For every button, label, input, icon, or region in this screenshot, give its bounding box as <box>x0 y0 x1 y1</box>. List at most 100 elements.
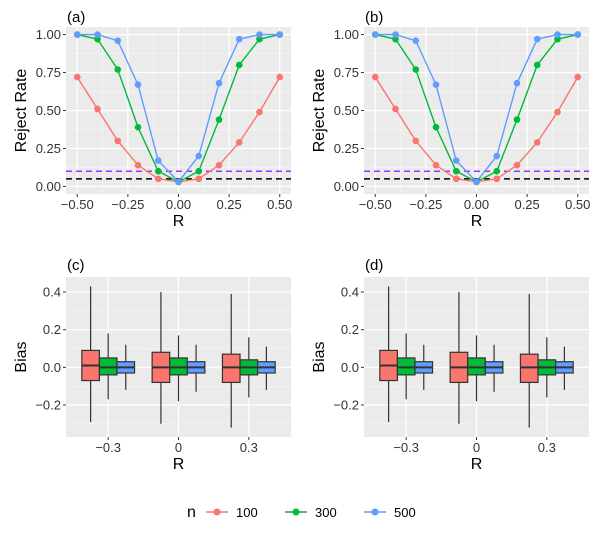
data-point-100 <box>215 161 223 169</box>
legend-label: 500 <box>394 505 416 520</box>
panel-tag: (a) <box>67 9 85 26</box>
y-tick-label: −0.2 <box>333 398 359 413</box>
y-tick-label: 0.25 <box>36 141 61 156</box>
x-tick-label: −0.3 <box>393 440 419 455</box>
data-point-500 <box>473 178 480 186</box>
data-point-500 <box>94 31 101 38</box>
data-point-300 <box>513 116 521 123</box>
data-point-100 <box>195 175 203 183</box>
data-point-100 <box>371 73 379 81</box>
y-tick-label: 0.75 <box>36 65 61 80</box>
y-axis-label: Reject Rate <box>13 69 30 153</box>
panel-a: (a) −0.50 −0.25 0.00 0.25 0.50 0.00 0.25 0.50 0.7… <box>13 9 292 230</box>
panel-b: (b) −0.50 −0.25 0.00 0.25 0.50 0.00 0.25 0.50 0.7… <box>311 9 590 230</box>
data-point-300 <box>114 66 122 73</box>
data-point-500 <box>371 31 379 38</box>
legend-key-point <box>213 508 221 516</box>
data-point-300 <box>452 167 460 175</box>
data-point-100 <box>574 73 582 81</box>
x-axis-label: R <box>173 456 185 473</box>
x-tick-label: 0 <box>473 440 480 455</box>
y-tick-label: −0.2 <box>35 398 61 413</box>
data-point-300 <box>134 123 142 131</box>
data-point-500 <box>154 157 162 164</box>
x-tick-label: 0.3 <box>240 440 258 455</box>
data-point-100 <box>412 137 420 145</box>
data-point-500 <box>392 31 399 38</box>
panel-tag: (b) <box>365 9 383 26</box>
y-tick-label: 0.50 <box>334 103 359 118</box>
data-point-500 <box>574 31 582 38</box>
y-tick-label: 0.75 <box>334 65 359 80</box>
legend-key-point <box>292 508 300 516</box>
legend: n 100 300 500 <box>187 504 416 521</box>
x-tick-label: −0.3 <box>95 440 121 455</box>
legend-label: 300 <box>315 505 337 520</box>
data-point-500 <box>73 31 81 38</box>
data-point-500 <box>432 81 440 88</box>
y-axis-label: Reject Rate <box>311 69 328 153</box>
data-point-100 <box>452 175 460 183</box>
y-tick-label: 0.25 <box>334 141 359 156</box>
legend-key-point <box>371 508 379 516</box>
data-point-500 <box>235 35 243 43</box>
data-point-300 <box>432 123 440 131</box>
data-point-500 <box>215 79 223 87</box>
data-point-100 <box>276 73 284 81</box>
data-point-100 <box>513 161 521 169</box>
y-tick-label: 0.4 <box>43 285 61 300</box>
x-axis-label: R <box>173 213 185 230</box>
y-axis-label: Bias <box>13 341 30 372</box>
data-point-500 <box>452 157 460 164</box>
data-point-100 <box>554 108 561 116</box>
data-point-300 <box>94 35 101 43</box>
y-tick-label: 0.50 <box>36 103 61 118</box>
data-point-100 <box>432 161 440 169</box>
y-tick-label: 0.00 <box>36 179 61 194</box>
data-point-500 <box>256 31 263 38</box>
data-point-100 <box>533 139 541 146</box>
y-axis-label: Bias <box>311 341 328 372</box>
data-point-500 <box>276 31 284 38</box>
data-point-100 <box>235 139 243 146</box>
x-tick-label: −0.25 <box>409 197 442 212</box>
x-tick-label: 0.3 <box>538 440 556 455</box>
data-point-300 <box>235 61 243 69</box>
x-axis-label: R <box>471 213 483 230</box>
data-point-300 <box>195 167 203 175</box>
data-point-300 <box>493 167 501 175</box>
data-point-100 <box>256 108 263 116</box>
x-tick-label: 0 <box>175 440 182 455</box>
data-point-100 <box>392 105 399 113</box>
data-point-100 <box>134 161 142 169</box>
y-tick-label: 0.00 <box>334 179 359 194</box>
x-axis-label: R <box>471 456 483 473</box>
data-point-500 <box>513 79 521 87</box>
panel-d: (d) −0.2 0.0 0.2 0.4 −0.3 0 0.3 R Bias <box>311 257 589 473</box>
data-point-100 <box>114 137 122 145</box>
data-point-500 <box>554 31 561 38</box>
data-point-300 <box>392 35 399 43</box>
data-point-100 <box>94 105 101 113</box>
data-point-100 <box>493 175 501 183</box>
data-point-500 <box>175 178 182 186</box>
y-tick-label: 0.0 <box>43 360 61 375</box>
data-point-100 <box>73 73 81 81</box>
data-point-500 <box>195 152 203 160</box>
data-point-100 <box>154 175 162 183</box>
data-point-500 <box>114 37 122 44</box>
x-tick-label: −0.25 <box>111 197 144 212</box>
x-tick-label: 0.50 <box>267 197 292 212</box>
panel-tag: (d) <box>365 257 383 274</box>
data-point-500 <box>412 37 420 44</box>
data-point-300 <box>215 116 223 123</box>
data-point-300 <box>256 35 263 43</box>
y-tick-label: 0.4 <box>341 285 359 300</box>
x-tick-label: 0.00 <box>166 197 191 212</box>
x-tick-label: 0.25 <box>216 197 241 212</box>
legend-title: n <box>187 504 196 521</box>
data-point-500 <box>533 35 541 43</box>
panel-tag: (c) <box>67 257 85 274</box>
panel-c: (c) −0.2 0.0 0.2 0.4 −0.3 0 0.3 R Bias <box>13 257 291 473</box>
data-point-500 <box>134 81 142 88</box>
